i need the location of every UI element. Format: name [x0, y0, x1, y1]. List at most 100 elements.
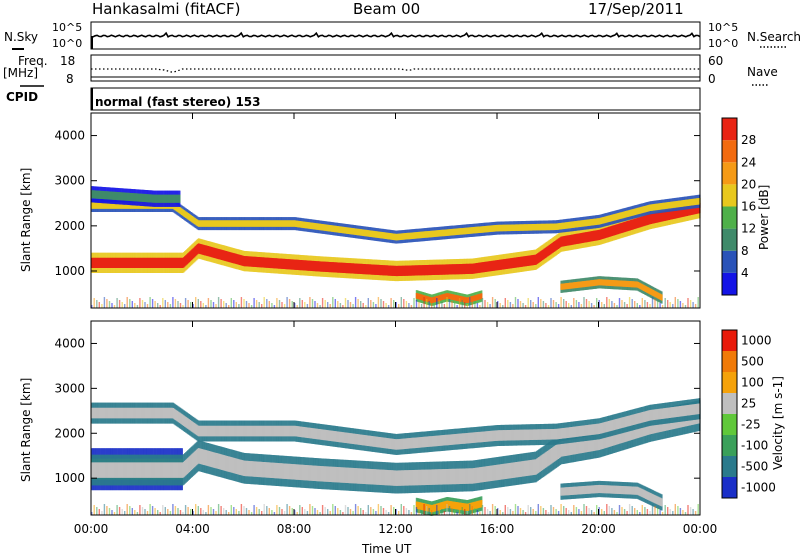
power-ground-speckle [581, 304, 582, 308]
power-ground-speckle [129, 299, 130, 308]
power-ground-speckle [416, 300, 417, 308]
power-ground-speckle [357, 299, 358, 308]
power-ground-speckle [167, 302, 168, 308]
power-ground-speckle [142, 300, 143, 308]
power-ground-speckle [370, 300, 371, 308]
power-ground-speckle [208, 298, 209, 308]
power-ground-speckle [271, 303, 272, 308]
power-ground-speckle [619, 298, 620, 308]
power-ground-speckle [383, 301, 384, 308]
power-ground-speckle [530, 300, 531, 308]
power-ground-speckle [347, 300, 348, 308]
power-ground-speckle [451, 301, 452, 308]
power-ground-speckle [520, 301, 521, 308]
power-ground-speckle [573, 298, 574, 308]
power-ground-speckle [426, 299, 427, 308]
power-ground-speckle [510, 302, 511, 308]
power-ground-speckle [94, 298, 95, 308]
power-ground-speckle [421, 304, 422, 308]
power-ground-speckle [360, 301, 361, 308]
power-ground-speckle [380, 299, 381, 308]
power-ground-speckle [624, 302, 625, 308]
power-ground-speckle [472, 299, 473, 308]
power-ground-speckle [345, 298, 346, 308]
power-ground-speckle [122, 302, 123, 308]
power-ground-speckle [139, 298, 140, 308]
power-band-2-core-cell [661, 295, 663, 301]
power-ground-speckle [489, 304, 490, 308]
power-ground-speckle [649, 304, 650, 308]
power-ground-speckle [256, 300, 257, 308]
power-ground-speckle [236, 302, 237, 308]
power-ground-speckle [322, 298, 323, 308]
power-ground-speckle [218, 297, 219, 308]
power-ground-speckle [545, 303, 546, 308]
power-ground-speckle [226, 303, 227, 308]
power-colorbar-tick-label: 16 [741, 200, 756, 214]
power-ground-speckle [601, 302, 602, 308]
power-ground-speckle [241, 297, 242, 308]
power-ground-speckle [175, 299, 176, 308]
power-ground-speckle [200, 301, 201, 308]
power-ground-speckle [604, 304, 605, 308]
power-ground-speckle [284, 304, 285, 308]
power-ground-speckle [439, 300, 440, 308]
power-ground-speckle [632, 299, 633, 308]
power-ground-speckle [459, 298, 460, 308]
power-ground-speckle [578, 302, 579, 308]
power-ground-speckle [195, 297, 196, 308]
power-ground-speckle [576, 300, 577, 308]
power-ground-speckle [413, 298, 414, 308]
power-ground-speckle [634, 301, 635, 308]
power-ground-speckle [441, 302, 442, 308]
power-ground-speckle [317, 303, 318, 308]
power-ground-speckle [398, 304, 399, 308]
power-ground-speckle [106, 299, 107, 308]
power-ground-speckle [482, 298, 483, 308]
power-ground-speckle [626, 304, 627, 308]
power-ground-speckle [667, 300, 668, 308]
power-ytick-label: 1000 [54, 264, 85, 278]
power-ground-speckle [124, 304, 125, 308]
power-ground-speckle [231, 298, 232, 308]
power-ground-speckle [644, 300, 645, 308]
power-ground-speckle [279, 300, 280, 308]
power-ground-speckle [309, 297, 310, 308]
power-ground-speckle [654, 299, 655, 308]
power-band-4-core-cell [179, 195, 181, 203]
freq-trace [91, 69, 700, 72]
power-ground-speckle [446, 297, 447, 308]
power-ground-speckle [528, 298, 529, 308]
power-ground-speckle [147, 304, 148, 308]
power-ground-speckle [198, 299, 199, 308]
power-ground-speckle [418, 302, 419, 308]
power-ground-speckle [368, 298, 369, 308]
power-colorbar-segment [722, 162, 737, 184]
power-ground-speckle [550, 298, 551, 308]
power-colorbar-tick-label: 24 [741, 155, 756, 169]
power-ground-speckle [588, 301, 589, 308]
power-ground-speckle [220, 299, 221, 308]
power-ground-speckle [149, 297, 150, 308]
power-ground-speckle [512, 304, 513, 308]
power-ground-speckle [101, 304, 102, 308]
power-ground-speckle [127, 297, 128, 308]
power-ground-speckle [152, 299, 153, 308]
power-ground-speckle [403, 299, 404, 308]
power-ground-speckle [659, 303, 660, 308]
power-ground-speckle [259, 302, 260, 308]
power-ground-speckle [248, 303, 249, 308]
power-ground-speckle [449, 299, 450, 308]
nsky-trace [91, 33, 700, 37]
power-ground-speckle [553, 300, 554, 308]
power-ground-speckle [355, 297, 356, 308]
power-ground-speckle [543, 301, 544, 308]
power-ground-speckle [505, 298, 506, 308]
power-ground-speckle [393, 300, 394, 308]
power-ground-speckle [165, 300, 166, 308]
power-ground-speckle [96, 300, 97, 308]
power-ground-speckle [507, 300, 508, 308]
power-ground-speckle [495, 299, 496, 308]
power-ytick-label: 2000 [54, 219, 85, 233]
